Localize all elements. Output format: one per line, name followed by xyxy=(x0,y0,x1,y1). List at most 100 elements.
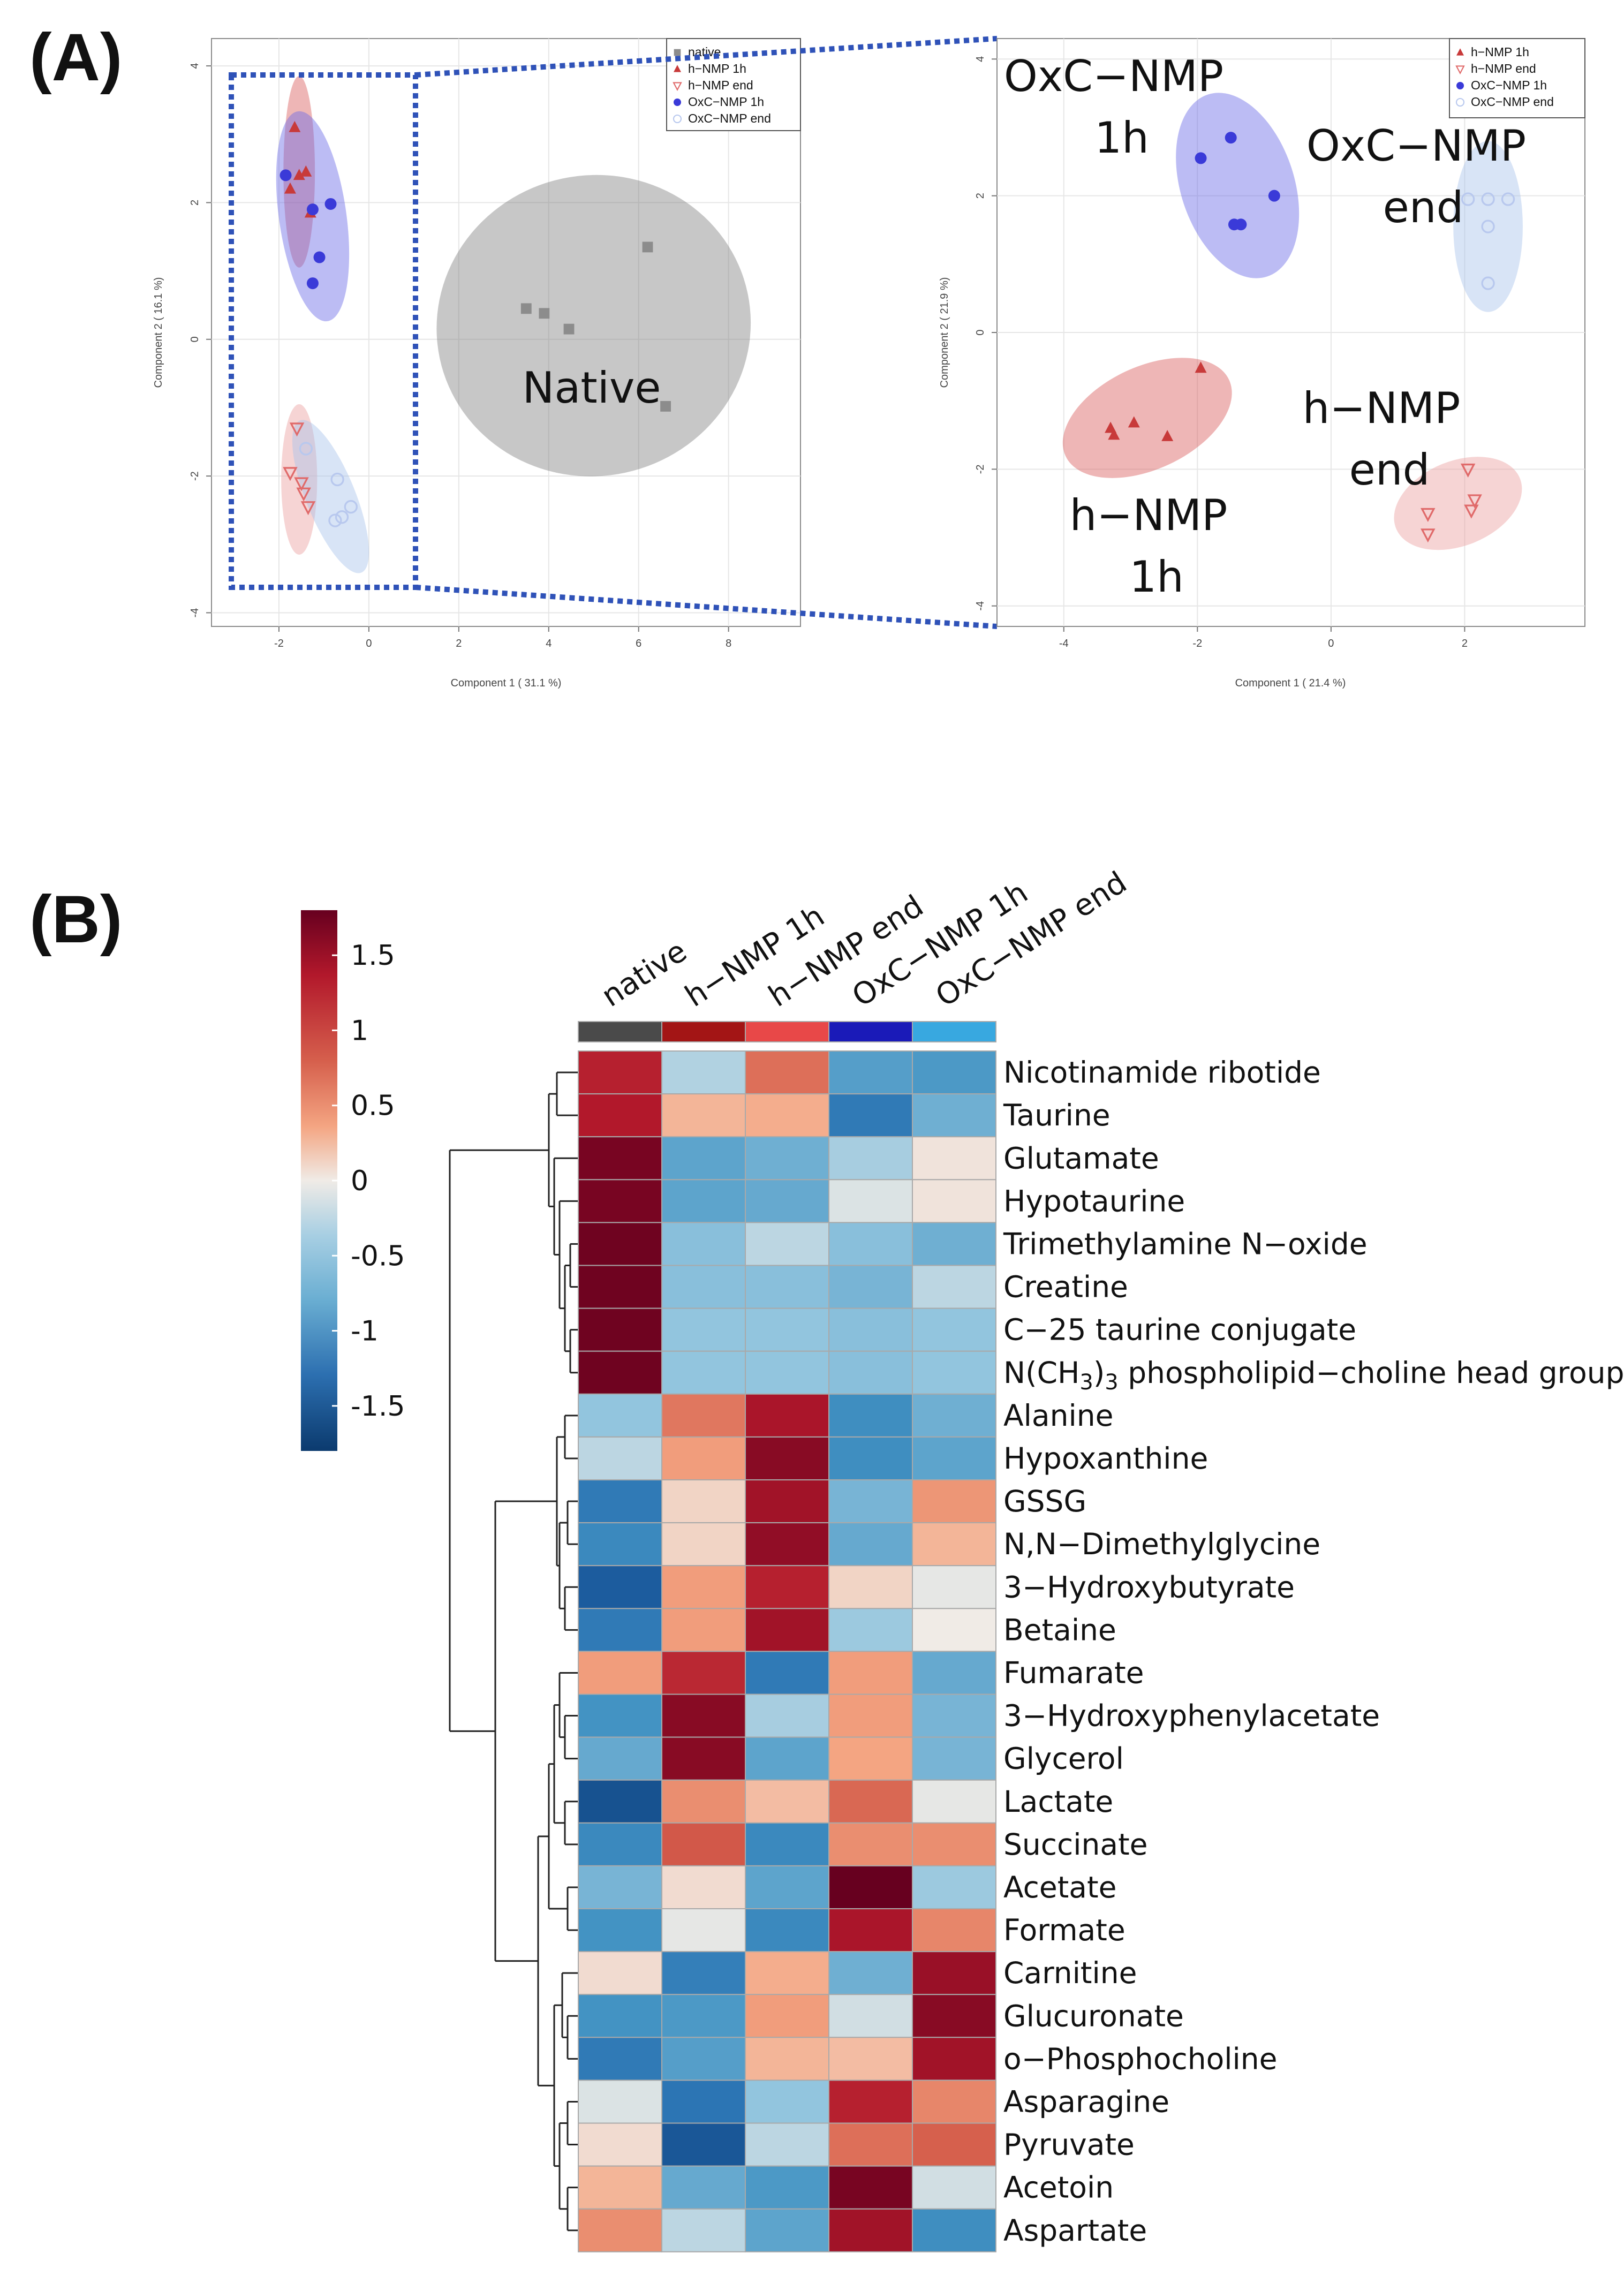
row-label-gssg: GSSG xyxy=(1003,1484,1086,1518)
heatmap-cell-acetoin-oxc-nmp-1h xyxy=(829,2166,912,2209)
x-tick-label: -4 xyxy=(1059,638,1069,649)
heatmap-cell-creatine-native xyxy=(578,1266,662,1309)
heatmap-cell-glucuronate-oxc-nmp-1h xyxy=(829,1994,912,2037)
heatmap-cell-fumarate-oxc-nmp-end xyxy=(912,1651,996,1694)
heatmap-cell-asparagine-oxc-nmp-1h xyxy=(829,2080,912,2123)
heatmap-cell-nicotinamide-ribotide-h-nmp-1h xyxy=(662,1051,745,1094)
heatmap-cell-n-ch3-3-phospholipid-choline-head-group-oxc-nmp-end xyxy=(912,1351,996,1394)
heatmap-column-annotation xyxy=(578,1022,996,1042)
heatmap-cell-glutamate-h-nmp-end xyxy=(745,1137,829,1179)
heatmap-cell-n-ch3-3-phospholipid-choline-head-group-h-nmp-end xyxy=(745,1351,829,1394)
panel-label-b: (B) xyxy=(29,882,123,957)
heatmap-cell-glutamate-oxc-nmp-1h xyxy=(829,1137,912,1179)
row-label-glutamate: Glutamate xyxy=(1003,1141,1159,1175)
colorbar-gradient xyxy=(301,910,337,1451)
heatmap-cell-succinate-oxc-nmp-1h xyxy=(829,1823,912,1866)
heatmap-cell-o-phosphocholine-h-nmp-end xyxy=(745,2037,829,2080)
heatmap-cell-acetoin-native xyxy=(578,2166,662,2209)
heatmap-cell-glycerol-oxc-nmp-end xyxy=(912,1737,996,1780)
heatmap-cell-carnitine-h-nmp-1h xyxy=(662,1952,745,1994)
heatmap-cell-hypoxanthine-oxc-nmp-end xyxy=(912,1437,996,1480)
heatmap-cell-n-n-dimethylglycine-h-nmp-end xyxy=(745,1523,829,1566)
heatmap-cell-3-hydroxyphenylacetate-h-nmp-end xyxy=(745,1695,829,1737)
heatmap-cell-taurine-h-nmp-end xyxy=(745,1094,829,1137)
heatmap-cell-lactate-h-nmp-end xyxy=(745,1780,829,1823)
heatmap-cell-3-hydroxybutyrate-native xyxy=(578,1566,662,1608)
row-label-glucuronate: Glucuronate xyxy=(1003,1999,1184,2033)
heatmap-cell-acetoin-oxc-nmp-end xyxy=(912,2166,996,2209)
heatmap-cell-glycerol-native xyxy=(578,1737,662,1780)
row-label-glycerol: Glycerol xyxy=(1003,1742,1124,1776)
x-tick-label: 6 xyxy=(636,638,641,649)
heatmap-cell-lactate-oxc-nmp-end xyxy=(912,1780,996,1823)
point-native xyxy=(539,308,549,319)
heatmap-cell-carnitine-h-nmp-end xyxy=(745,1952,829,1994)
row-label-nicotinamide-ribotide: Nicotinamide ribotide xyxy=(1003,1055,1321,1090)
legend-marker-oxc-nmp-1h xyxy=(1456,82,1464,89)
y-tick-label: 0 xyxy=(189,336,201,342)
heatmap-cell-hypotaurine-native xyxy=(578,1179,662,1222)
label-oxc-end-line1: OxC−NMP xyxy=(1306,121,1526,171)
heatmap-cell-glycerol-h-nmp-1h xyxy=(662,1737,745,1780)
heatmap-cell-hypoxanthine-h-nmp-1h xyxy=(662,1437,745,1480)
heatmap-cell-o-phosphocholine-oxc-nmp-1h xyxy=(829,2037,912,2080)
y-tick-label: 4 xyxy=(189,63,201,69)
label-oxc-end-line2: end xyxy=(1383,183,1464,232)
heatmap-cell-pyruvate-oxc-nmp-end xyxy=(912,2123,996,2166)
heatmap-cell-fumarate-native xyxy=(578,1651,662,1694)
row-label-n-n-dimethylglycine: N,N−Dimethylglycine xyxy=(1003,1527,1320,1561)
x-tick-label: 8 xyxy=(726,638,731,649)
y-tick-label: 2 xyxy=(975,193,986,199)
heatmap-cell-alanine-oxc-nmp-1h xyxy=(829,1394,912,1437)
row-label-acetoin: Acetoin xyxy=(1003,2171,1114,2205)
heatmap-cell-n-n-dimethylglycine-oxc-nmp-end xyxy=(912,1523,996,1566)
colorbar-tick-label: -1 xyxy=(351,1315,379,1348)
heatmap-cell-n-n-dimethylglycine-native xyxy=(578,1523,662,1566)
heatmap-cell-3-hydroxybutyrate-oxc-nmp-end xyxy=(912,1566,996,1608)
legend-label-oxc-nmp-end: OxC−NMP end xyxy=(688,111,771,125)
y-tick-label: -2 xyxy=(975,464,986,474)
column-annotation-oxc-nmp-end xyxy=(912,1022,996,1042)
heatmap-cell-hypotaurine-h-nmp-end xyxy=(745,1179,829,1222)
row-label-carnitine: Carnitine xyxy=(1003,1956,1137,1990)
heatmap-cell-hypoxanthine-h-nmp-end xyxy=(745,1437,829,1480)
column-annotation-native xyxy=(578,1022,662,1042)
row-label-hypotaurine: Hypotaurine xyxy=(1003,1184,1185,1218)
heatmap-cell-pyruvate-oxc-nmp-1h xyxy=(829,2123,912,2166)
heatmap-cell-asparagine-h-nmp-1h xyxy=(662,2080,745,2123)
heatmap-cell-nicotinamide-ribotide-h-nmp-end xyxy=(745,1051,829,1094)
heatmap-cell-3-hydroxybutyrate-oxc-nmp-1h xyxy=(829,1566,912,1608)
heatmap-cell-c-25-taurine-conjugate-native xyxy=(578,1309,662,1351)
row-label-formate: Formate xyxy=(1003,1913,1126,1947)
heatmap-cell-lactate-oxc-nmp-1h xyxy=(829,1780,912,1823)
heatmap-cell-betaine-native xyxy=(578,1608,662,1651)
row-label-3-hydroxybutyrate: 3−Hydroxybutyrate xyxy=(1003,1570,1295,1604)
heatmap-cell-c-25-taurine-conjugate-oxc-nmp-end xyxy=(912,1309,996,1351)
heatmap-cell-gssg-h-nmp-end xyxy=(745,1480,829,1523)
legend-label-h-nmp-1h: h−NMP 1h xyxy=(688,62,746,75)
legend-label-h-nmp-end: h−NMP end xyxy=(1471,62,1536,75)
heatmap-cell-hypotaurine-oxc-nmp-1h xyxy=(829,1179,912,1222)
heatmap-cell-trimethylamine-n-oxide-oxc-nmp-end xyxy=(912,1222,996,1265)
legend-label-oxc-nmp-1h: OxC−NMP 1h xyxy=(688,95,764,109)
row-label-o-phosphocholine: o−Phosphocholine xyxy=(1003,2041,1278,2076)
column-annotation-h-nmp-1h xyxy=(662,1022,745,1042)
heatmap-cell-nicotinamide-ribotide-oxc-nmp-1h xyxy=(829,1051,912,1094)
heatmap-cell-taurine-oxc-nmp-end xyxy=(912,1094,996,1137)
label-oxc-1h-line1: OxC−NMP xyxy=(1004,51,1223,101)
figure-canvas: (A) (B) -2 0 2 4 6 8-4-2024 Component 1 ( 31.… xyxy=(0,0,1624,2276)
heatmap-cell-pyruvate-h-nmp-end xyxy=(745,2123,829,2166)
legend-marker-oxc-nmp-1h xyxy=(674,99,681,106)
heatmap-cell-formate-h-nmp-end xyxy=(745,1909,829,1952)
label-oxc-1h-line2: 1h xyxy=(1094,113,1149,163)
label-hnmp-1h-line2: 1h xyxy=(1129,552,1184,602)
column-label-native: native xyxy=(595,934,693,1014)
heatmap-cell-glutamate-oxc-nmp-end xyxy=(912,1137,996,1179)
colorbar-tick-label: 0 xyxy=(351,1165,368,1197)
heatmap-cell-3-hydroxyphenylacetate-oxc-nmp-end xyxy=(912,1695,996,1737)
heatmap-cell-acetate-h-nmp-1h xyxy=(662,1866,745,1909)
row-label-alanine: Alanine xyxy=(1003,1398,1113,1433)
heatmap-cell-succinate-native xyxy=(578,1823,662,1866)
heatmap-cell-gssg-oxc-nmp-1h xyxy=(829,1480,912,1523)
point-oxc-nmp-1h xyxy=(1235,218,1247,230)
